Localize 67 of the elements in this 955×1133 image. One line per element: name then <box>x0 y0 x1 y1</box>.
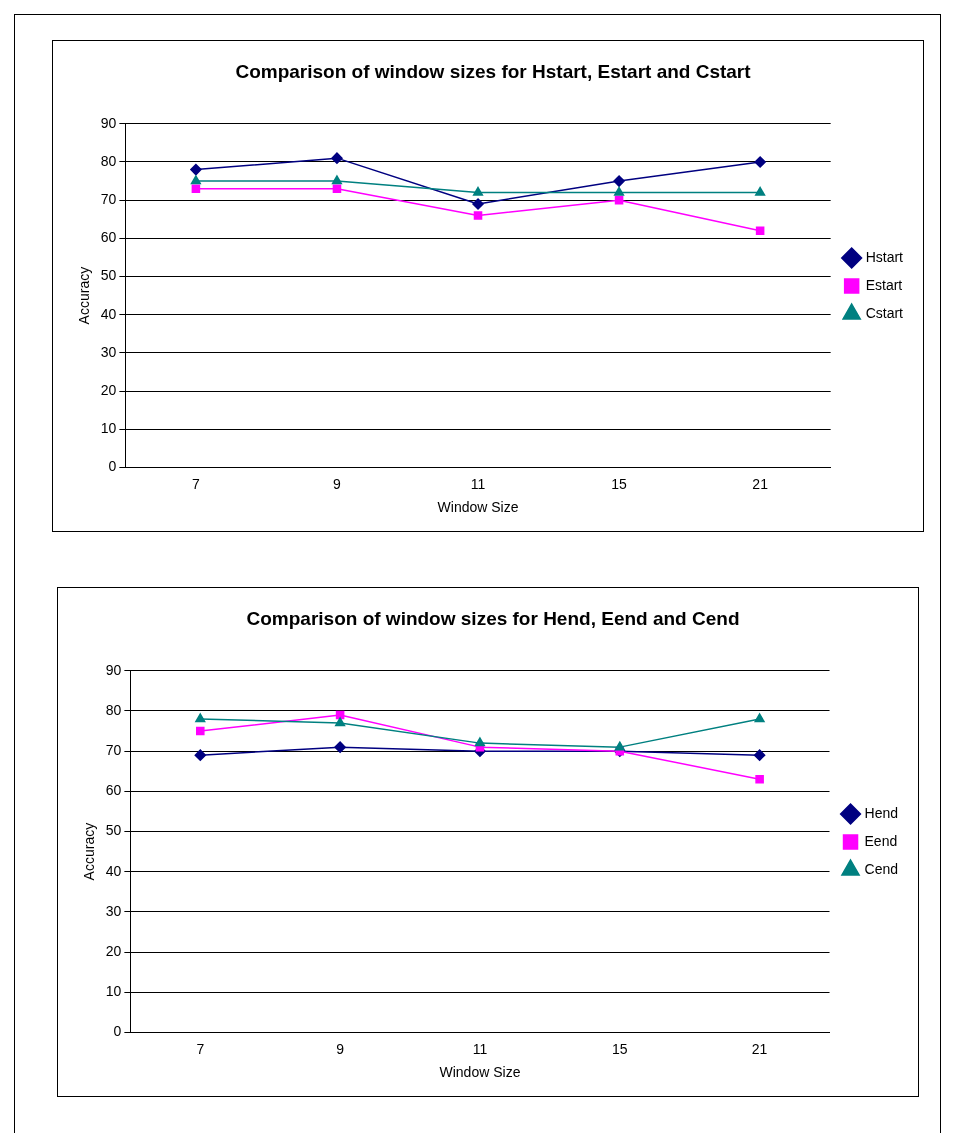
x-tick-label: 11 <box>472 1040 488 1057</box>
point <box>755 774 764 784</box>
y-tick-label: 80 <box>105 701 122 718</box>
y-tick-label: 90 <box>100 114 117 131</box>
x-tick-label: 11 <box>470 475 486 492</box>
y-tick-label: 30 <box>105 902 122 919</box>
point <box>334 741 346 753</box>
point <box>472 186 484 196</box>
y-tick-label: 50 <box>100 267 117 284</box>
point <box>754 713 765 723</box>
y-tick-label: 90 <box>105 661 122 678</box>
point <box>472 198 484 210</box>
point <box>191 184 201 193</box>
legend-label: Hstart <box>865 248 904 265</box>
point <box>755 186 766 196</box>
y-tick-label: 70 <box>105 742 122 759</box>
x-tick-label: 7 <box>192 475 200 492</box>
point <box>195 713 206 723</box>
x-tick-label: 21 <box>751 1040 768 1057</box>
legend-label: Cstart <box>865 304 904 321</box>
point <box>614 195 624 205</box>
x-tick-label: 21 <box>752 475 769 492</box>
x-axis-title: Window Size <box>437 499 519 516</box>
y-axis-title: Accuracy <box>81 822 98 881</box>
y-tick-label: 0 <box>113 1023 122 1040</box>
y-tick-label: 0 <box>108 458 117 475</box>
y-tick-label: 60 <box>100 229 117 246</box>
point <box>755 226 765 235</box>
point <box>614 186 625 196</box>
y-axis-title: Accuracy <box>76 266 93 325</box>
x-tick-label: 9 <box>336 1040 345 1057</box>
y-tick-label: 70 <box>100 191 117 208</box>
y-tick-label: 60 <box>105 782 122 799</box>
y-tick-label: 10 <box>105 983 122 1000</box>
point <box>613 175 625 187</box>
point <box>474 737 486 747</box>
x-axis-title: Window Size <box>439 1064 521 1081</box>
point <box>754 156 766 168</box>
point <box>332 184 342 193</box>
point <box>331 175 343 185</box>
x-tick-label: 15 <box>611 1040 628 1057</box>
legend-label: Cend <box>864 860 898 877</box>
chart-title: Comparison of window sizes for Hend, Eend and Cend <box>246 607 740 629</box>
legend-label: Estart <box>865 276 903 293</box>
point <box>331 152 343 164</box>
legend-label: Hend <box>864 804 898 821</box>
legend-label: Eend <box>864 832 898 849</box>
y-tick-label: 40 <box>100 305 117 322</box>
point <box>194 749 207 761</box>
y-tick-label: 80 <box>100 152 117 169</box>
y-tick-label: 50 <box>105 822 122 839</box>
x-tick-label: 9 <box>333 475 342 492</box>
point <box>614 741 625 751</box>
y-tick-label: 10 <box>100 420 117 437</box>
point <box>196 726 205 736</box>
x-tick-label: 15 <box>611 475 628 492</box>
point <box>473 211 483 220</box>
y-tick-label: 30 <box>100 343 117 360</box>
y-tick-label: 40 <box>105 862 122 879</box>
point <box>190 163 202 176</box>
chart-title: Comparison of window sizes for Hstart, Estart and Cstart <box>235 60 752 82</box>
point <box>335 717 346 727</box>
point <box>190 175 201 185</box>
y-tick-label: 20 <box>100 381 117 398</box>
point <box>753 749 766 761</box>
x-tick-label: 7 <box>196 1040 205 1057</box>
y-tick-label: 20 <box>105 942 122 959</box>
